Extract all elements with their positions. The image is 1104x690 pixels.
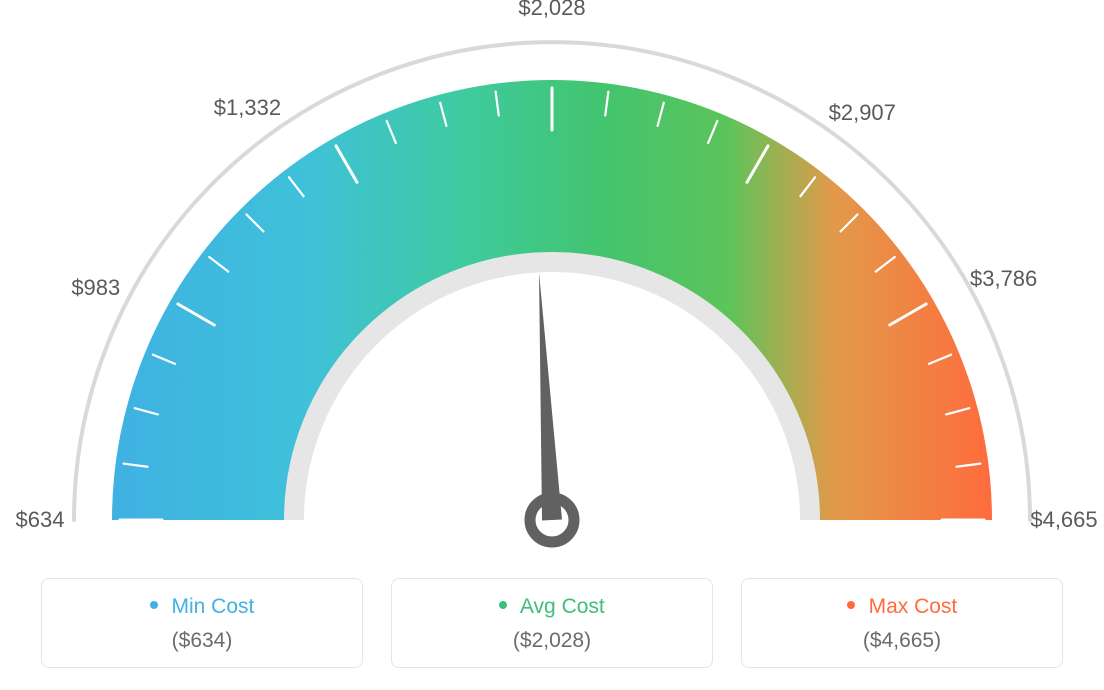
legend-card-avg: Avg Cost ($2,028): [391, 578, 713, 668]
gauge-tick-label: $983: [71, 275, 120, 301]
legend-value-avg: ($2,028): [392, 629, 712, 653]
legend-title-text: Max Cost: [869, 595, 958, 618]
legend-title-max: Max Cost: [742, 595, 1062, 619]
dot-icon: [847, 601, 855, 609]
legend-title-min: Min Cost: [42, 595, 362, 619]
gauge-tick-label: $634: [16, 507, 65, 533]
gauge-tick-label: $2,028: [518, 0, 585, 21]
gauge-area: $634 $983 $1,332 $2,028 $2,907 $3,786 $4,665: [0, 0, 1104, 560]
legend-title-text: Avg Cost: [520, 595, 605, 618]
gauge-svg: [0, 0, 1104, 560]
legend-title-text: Min Cost: [171, 595, 254, 618]
legend-card-max: Max Cost ($4,665): [741, 578, 1063, 668]
legend-title-avg: Avg Cost: [392, 595, 712, 619]
gauge-tick-label: $3,786: [970, 266, 1037, 292]
gauge-tick-label: $2,907: [829, 100, 896, 126]
legend-card-min: Min Cost ($634): [41, 578, 363, 668]
dot-icon: [150, 601, 158, 609]
gauge-tick-label: $4,665: [1030, 507, 1097, 533]
legend-row: Min Cost ($634) Avg Cost ($2,028) Max Co…: [0, 578, 1104, 668]
legend-value-min: ($634): [42, 629, 362, 653]
dot-icon: [499, 601, 507, 609]
legend-value-max: ($4,665): [742, 629, 1062, 653]
cost-gauge-widget: $634 $983 $1,332 $2,028 $2,907 $3,786 $4,665 M…: [0, 0, 1104, 690]
gauge-tick-label: $1,332: [214, 95, 281, 121]
